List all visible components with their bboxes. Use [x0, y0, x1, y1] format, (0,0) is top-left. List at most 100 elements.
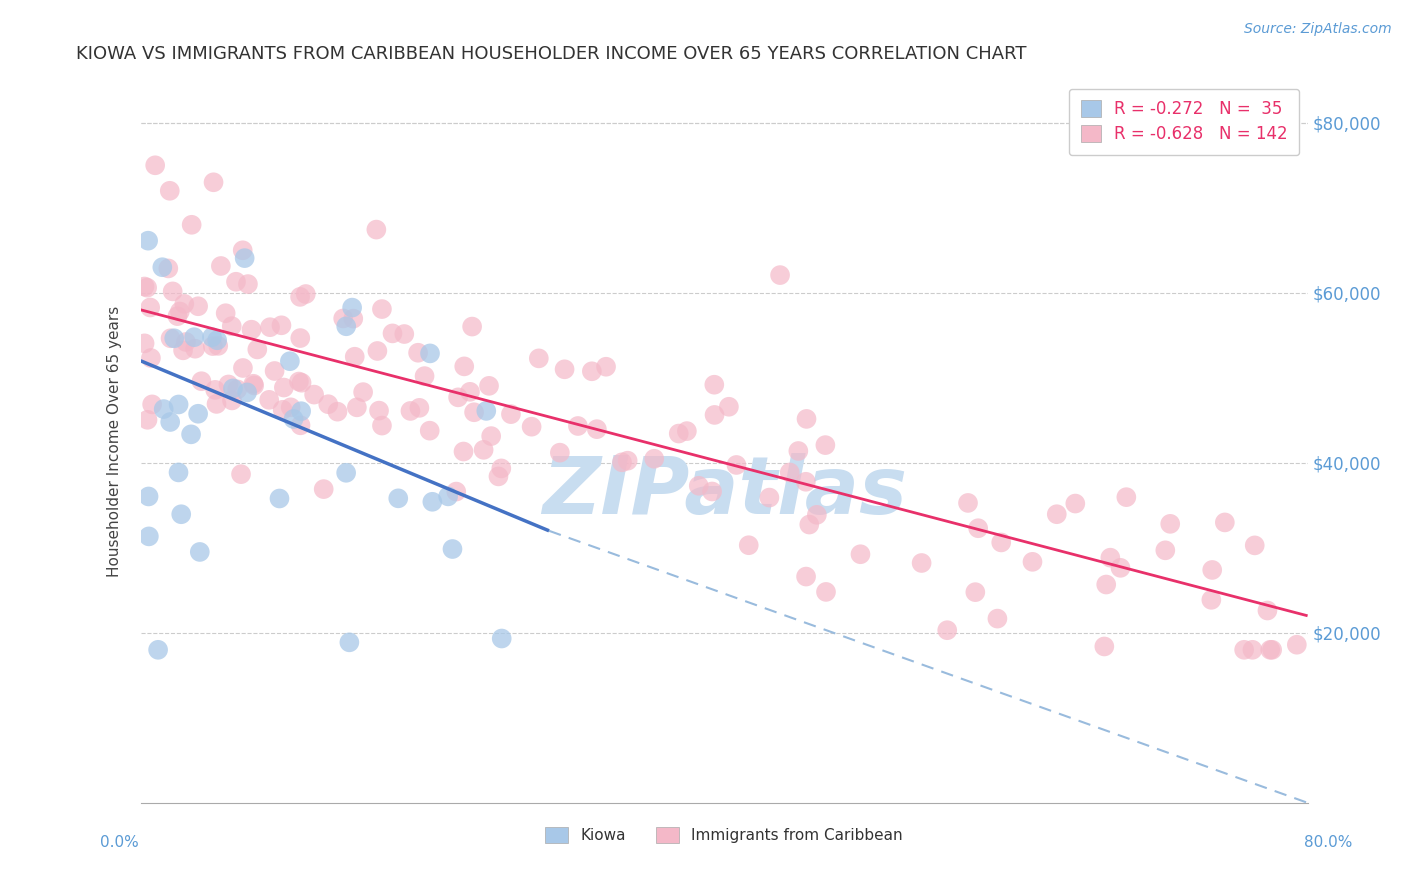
- Point: [221, 319, 243, 334]
- Point: [447, 390, 470, 404]
- Point: [190, 374, 212, 388]
- Point: [302, 387, 325, 401]
- Point: [270, 318, 292, 333]
- Point: [422, 495, 444, 509]
- Point: [294, 287, 316, 301]
- Text: ZIPatlas: ZIPatlas: [541, 453, 907, 531]
- Point: [280, 401, 302, 415]
- Point: [965, 585, 987, 599]
- Point: [217, 377, 239, 392]
- Point: [180, 427, 202, 442]
- Point: [134, 279, 156, 293]
- Point: [283, 412, 305, 426]
- Point: [703, 377, 725, 392]
- Point: [290, 331, 312, 345]
- Point: [136, 234, 159, 248]
- Point: [204, 383, 226, 397]
- Point: [1099, 550, 1122, 565]
- Point: [159, 415, 181, 429]
- Point: [163, 331, 186, 345]
- Point: [1241, 642, 1264, 657]
- Point: [1092, 640, 1115, 654]
- Point: [1109, 561, 1132, 575]
- Point: [343, 350, 366, 364]
- Point: [366, 222, 388, 236]
- Point: [986, 612, 1008, 626]
- Text: 80.0%: 80.0%: [1305, 836, 1353, 850]
- Point: [209, 259, 232, 273]
- Point: [259, 320, 281, 334]
- Point: [288, 375, 311, 389]
- Point: [491, 461, 513, 475]
- Point: [205, 397, 228, 411]
- Point: [956, 496, 979, 510]
- Point: [166, 309, 188, 323]
- Point: [226, 383, 249, 397]
- Point: [167, 397, 190, 411]
- Point: [387, 491, 409, 506]
- Point: [141, 397, 163, 411]
- Point: [169, 304, 191, 318]
- Point: [172, 343, 194, 358]
- Point: [1233, 642, 1256, 657]
- Point: [491, 632, 513, 646]
- Point: [1064, 497, 1087, 511]
- Point: [222, 381, 245, 395]
- Point: [910, 556, 932, 570]
- Point: [936, 624, 959, 638]
- Point: [278, 354, 301, 368]
- Point: [725, 458, 748, 472]
- Point: [139, 351, 162, 365]
- Point: [1154, 543, 1177, 558]
- Point: [794, 569, 817, 583]
- Text: KIOWA VS IMMIGRANTS FROM CARIBBEAN HOUSEHOLDER INCOME OVER 65 YEARS CORRELATION : KIOWA VS IMMIGRANTS FROM CARIBBEAN HOUSE…: [76, 45, 1026, 63]
- Point: [488, 469, 510, 483]
- Point: [243, 378, 266, 392]
- Point: [335, 466, 357, 480]
- Point: [202, 175, 225, 189]
- Point: [205, 333, 228, 347]
- Point: [688, 479, 710, 493]
- Point: [184, 342, 207, 356]
- Point: [290, 376, 312, 390]
- Point: [453, 444, 475, 458]
- Point: [668, 426, 690, 441]
- Point: [413, 369, 436, 384]
- Point: [337, 635, 360, 649]
- Point: [246, 343, 269, 357]
- Point: [581, 364, 603, 378]
- Point: [332, 311, 354, 326]
- Point: [796, 412, 818, 426]
- Point: [368, 403, 391, 417]
- Point: [240, 323, 263, 337]
- Point: [520, 419, 543, 434]
- Point: [201, 330, 224, 344]
- Point: [312, 482, 335, 496]
- Point: [616, 453, 638, 467]
- Point: [479, 429, 502, 443]
- Point: [408, 401, 430, 415]
- Point: [188, 545, 211, 559]
- Point: [187, 299, 209, 313]
- Point: [676, 424, 699, 438]
- Point: [475, 404, 498, 418]
- Point: [371, 301, 394, 316]
- Point: [1285, 638, 1308, 652]
- Point: [288, 290, 311, 304]
- Point: [180, 218, 202, 232]
- Point: [263, 364, 285, 378]
- Point: [527, 351, 550, 366]
- Point: [799, 517, 821, 532]
- Point: [236, 277, 259, 291]
- Point: [229, 467, 252, 482]
- Point: [1256, 603, 1278, 617]
- Point: [187, 407, 209, 421]
- Point: [1159, 516, 1181, 531]
- Point: [1115, 490, 1137, 504]
- Point: [232, 244, 254, 258]
- Point: [157, 261, 180, 276]
- Point: [290, 418, 312, 433]
- Point: [1201, 563, 1223, 577]
- Point: [610, 455, 633, 469]
- Point: [271, 402, 294, 417]
